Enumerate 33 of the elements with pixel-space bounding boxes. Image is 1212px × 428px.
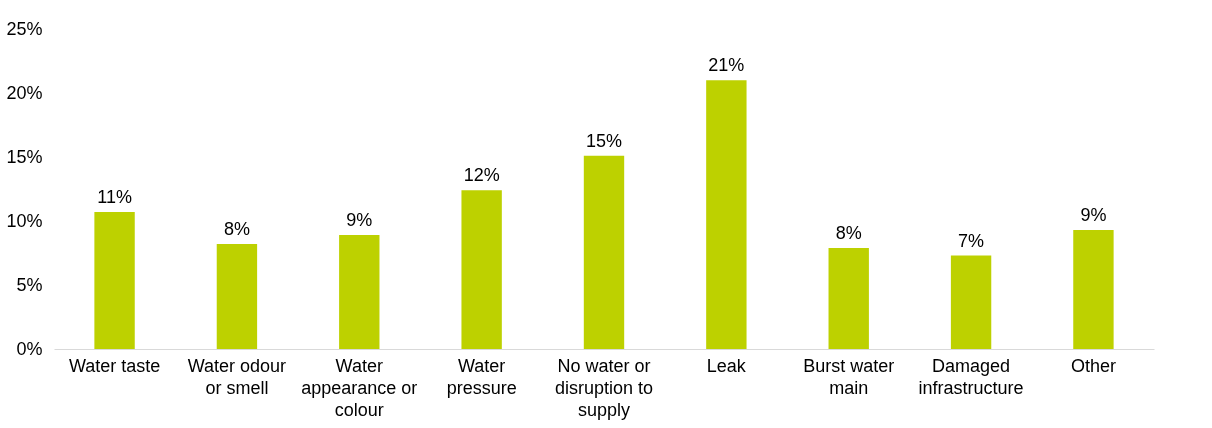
data-label: 9% [346,210,373,231]
y-tick-label: 10% [6,210,43,231]
y-tick-label: 20% [6,82,43,103]
y-tick-label: 0% [16,338,43,359]
y-tick-label: 15% [6,146,43,167]
bar [1073,229,1114,349]
x-tick-label: Water taste [68,355,161,376]
bar [828,247,869,349]
bar [950,255,992,349]
data-label: 7% [958,230,985,251]
data-label: 8% [223,219,250,240]
bar [339,235,380,349]
y-tick-label: 25% [6,18,43,39]
x-tick-label: Water pressure [446,355,517,398]
data-label: 21% [708,55,745,76]
y-tick-label: 5% [16,274,43,295]
bar [706,80,747,349]
data-label: 11% [97,187,132,208]
x-tick-label: Water odour or smell [187,355,287,398]
bar [216,244,258,349]
bar [461,190,502,349]
data-label: 15% [585,130,623,151]
x-tick-label: Burst water main [803,355,895,398]
bar [583,155,625,349]
data-label: 8% [835,222,862,243]
data-label: 12% [463,165,500,186]
bar [94,212,135,349]
x-tick-label: Water appearance or colour [301,355,418,420]
x-tick-label: Leak [706,355,747,376]
x-tick-label: Other [1070,355,1116,376]
x-tick-label: Damaged infrastructure [918,355,1024,398]
x-tick-label: No water or disruption to supply [554,355,654,420]
data-label: 9% [1080,204,1107,225]
